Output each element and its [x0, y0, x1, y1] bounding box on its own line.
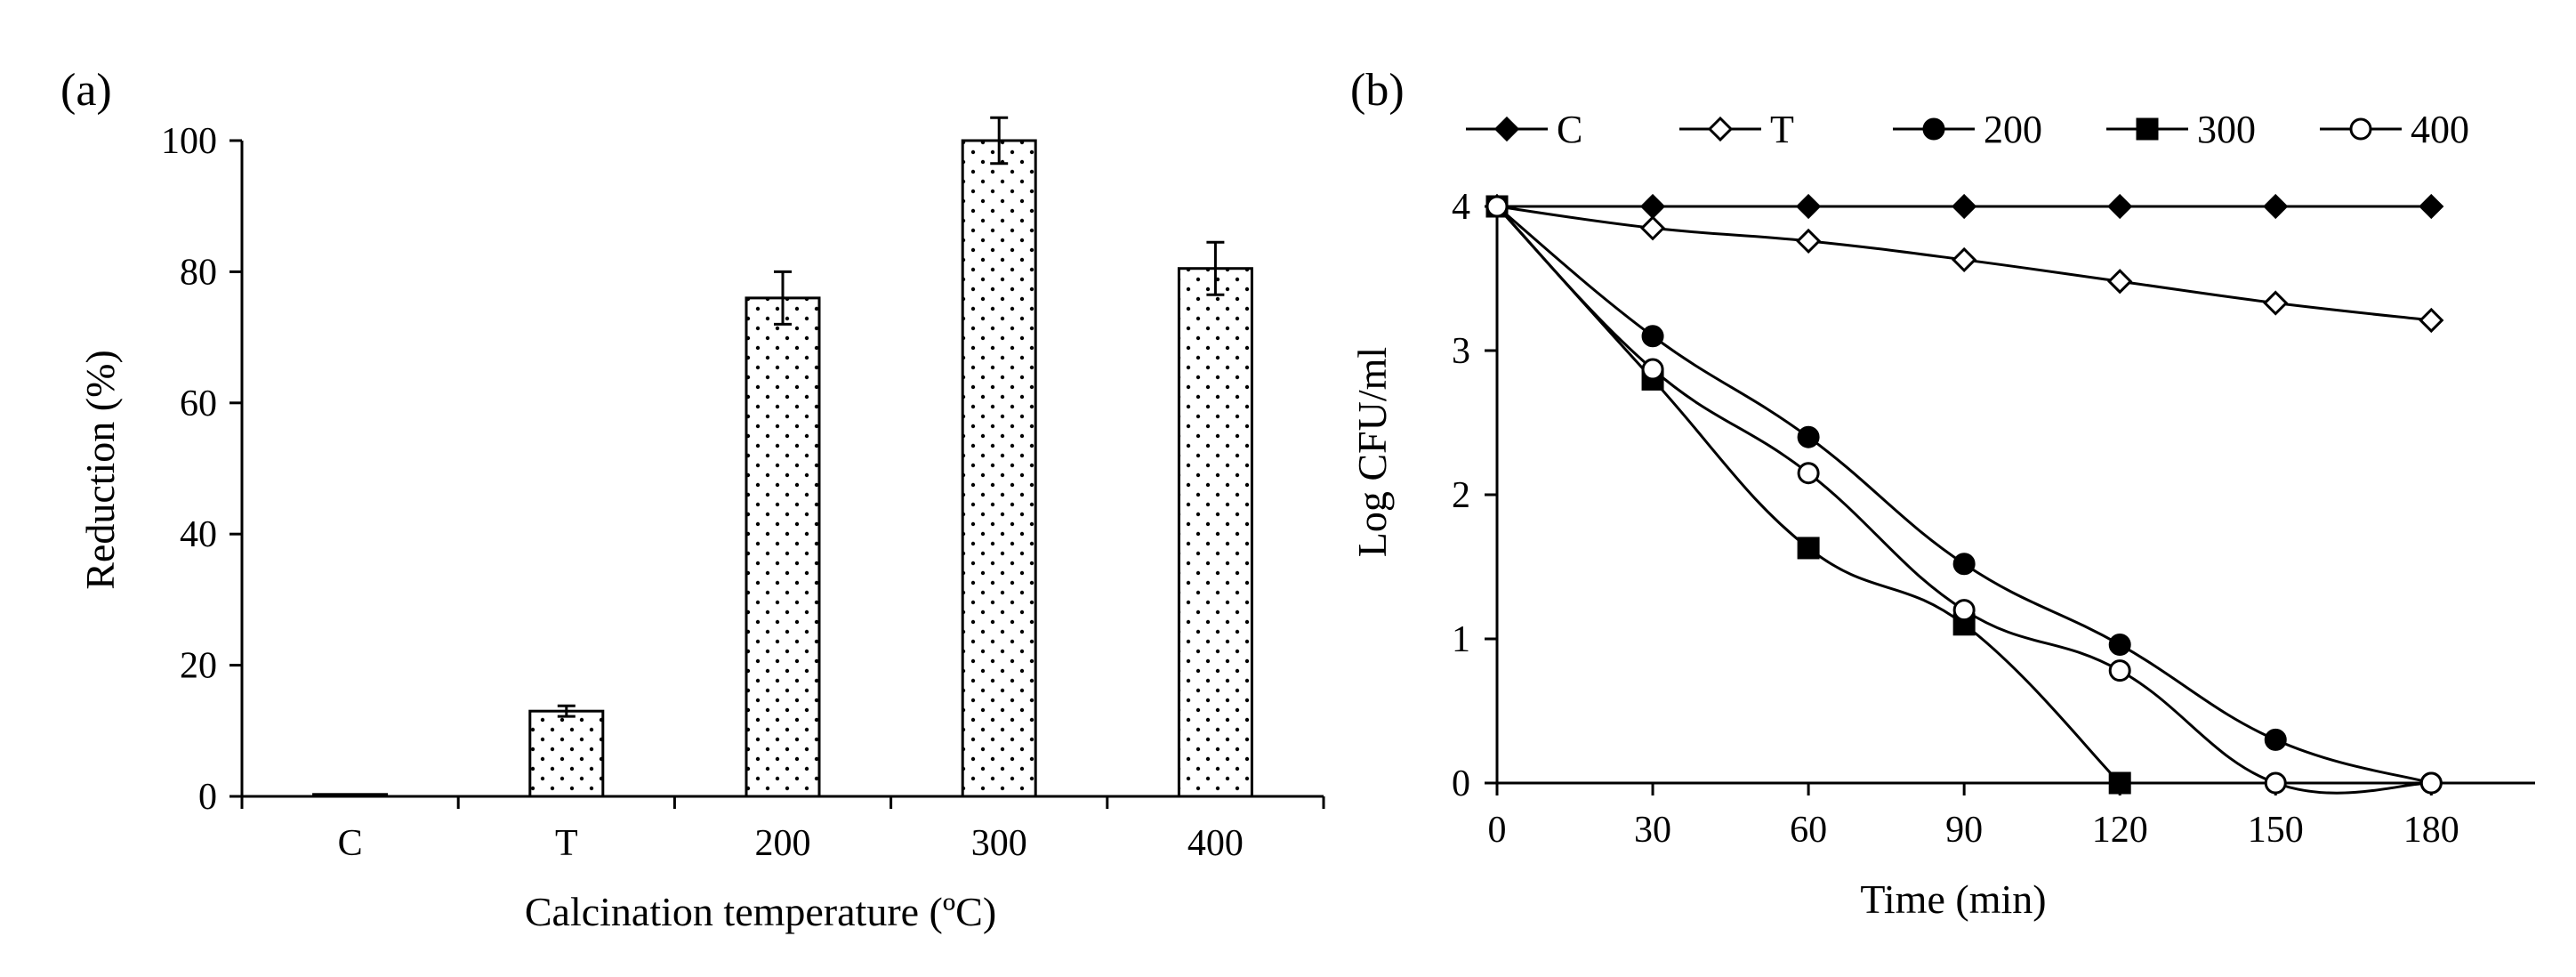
panel-a-y-axis-title: Reduction (%) — [77, 350, 123, 590]
legend-marker-400 — [2349, 117, 2372, 141]
panel-b-marker-200 — [2264, 728, 2287, 751]
panel-b-marker-300 — [2108, 771, 2131, 795]
panel-b-marker-200 — [2108, 633, 2131, 656]
panel-b-series-line-300 — [1495, 205, 2121, 785]
panel-b-marker-C — [1639, 193, 1666, 220]
panel-b-marker-400 — [2264, 771, 2287, 795]
panel-b-marker-400 — [1797, 462, 1820, 485]
panel-b-marker-C — [2263, 193, 2289, 220]
panel-b-marker-T — [2107, 269, 2133, 295]
legend-marker-300 — [2136, 117, 2159, 141]
panel-b-marker-400 — [2419, 771, 2443, 795]
panel-b-y-tick-label: 4 — [1452, 187, 1470, 228]
panel-b-marker-T — [1795, 228, 1822, 254]
panel-a-y-tick-label: 40 — [180, 514, 217, 555]
panel-b-x-tick-label: 180 — [2403, 810, 2459, 851]
panel-a-y-tick-label: 100 — [161, 121, 217, 162]
panel-b-x-tick-label: 0 — [1488, 810, 1507, 851]
panel-b-y-tick-label: 2 — [1452, 475, 1470, 516]
legend-marker-200 — [1922, 117, 1945, 141]
panel-b-series-lines — [1495, 205, 2432, 795]
panel-b-marker-T — [2263, 290, 2289, 316]
legend-label-300: 300 — [2197, 108, 2256, 151]
panel-a-label: (a) — [60, 65, 112, 116]
panel-b-marker-400 — [1485, 195, 1509, 218]
panel-b-x-tick-label: 120 — [2092, 810, 2148, 851]
legend-label-200: 200 — [1984, 108, 2042, 151]
panel-b-x-tick-label: 30 — [1634, 810, 1671, 851]
panel-a-x-tick-label: 400 — [1187, 823, 1244, 864]
panel-a-x-tick-label: C — [338, 823, 363, 864]
panel-a-x-ticks: C T 200 300 400 — [240, 796, 1325, 864]
panel-b-marker-200 — [1641, 325, 1664, 348]
panel-b-y-tick-label: 1 — [1452, 619, 1470, 660]
panel-b-axes — [1495, 203, 2535, 785]
panel-b-marker-300 — [1797, 537, 1820, 560]
panel-a-x-tick-label: T — [555, 823, 578, 864]
panel-b-x-axis-title: Time (min) — [1860, 876, 2046, 922]
panel-b-marker-T — [1952, 246, 1977, 273]
legend-label-C: C — [1557, 108, 1582, 151]
panel-b-marker-400 — [2108, 659, 2131, 682]
panel-b-label: (b) — [1350, 65, 1405, 116]
panel-a-y-ticks: 0 20 40 60 80 100 — [161, 121, 242, 818]
panel-b-x-tick-label: 90 — [1945, 810, 1983, 851]
panel-b-marker-C — [2107, 193, 2133, 220]
legend-marker-C — [1493, 116, 1520, 142]
panel-a-bars — [312, 116, 1253, 798]
panel-b-line-chart: (b) C T 200 300 400 0 1 2 3 4 0 30 60 90 120 150 180 T… — [1349, 65, 2535, 922]
panel-b-marker-C — [2419, 193, 2444, 220]
panel-b-y-tick-label: 3 — [1452, 331, 1470, 372]
panel-b-marker-C — [1952, 193, 1977, 220]
panel-a-y-tick-label: 0 — [198, 777, 217, 818]
panel-b-series-markers — [1484, 193, 2444, 795]
panel-b-legend: C T 200 300 400 — [1466, 108, 2469, 151]
legend-label-T: T — [1770, 108, 1794, 151]
panel-a-bar — [1177, 267, 1253, 798]
panel-a-x-axis-title: Calcination temperature (ºC) — [525, 889, 996, 934]
panel-b-y-axis-title: Log CFU/ml — [1349, 347, 1395, 557]
legend-marker-T — [1707, 116, 1734, 142]
panel-b-x-ticks: 0 30 60 90 120 150 180 — [1488, 783, 2459, 851]
panel-b-marker-T — [2419, 307, 2444, 334]
panel-a-bar — [961, 139, 1037, 798]
panel-b-x-tick-label: 60 — [1790, 810, 1827, 851]
panel-b-series-line-200 — [1496, 205, 2432, 785]
panel-a-bar-chart: (a) 0 20 40 60 80 100 C T 200 300 400 Calcination… — [60, 65, 1325, 934]
panel-b-marker-200 — [1797, 425, 1820, 448]
panel-b-y-tick-label: 0 — [1452, 763, 1470, 804]
panel-a-y-tick-label: 20 — [180, 646, 217, 687]
legend-label-400: 400 — [2411, 108, 2469, 151]
panel-b-x-tick-label: 150 — [2248, 810, 2304, 851]
panel-b-series-line-400 — [1495, 205, 2432, 795]
panel-b-marker-C — [1795, 193, 1822, 220]
panel-a-x-tick-label: 200 — [755, 823, 811, 864]
panel-a-bar — [312, 793, 389, 798]
panel-a-y-tick-label: 60 — [180, 384, 217, 424]
panel-b-y-ticks: 0 1 2 3 4 — [1452, 187, 1497, 804]
panel-b-marker-400 — [1641, 358, 1664, 381]
panel-b-marker-400 — [1952, 599, 1976, 622]
panel-b-marker-200 — [1952, 553, 1976, 576]
panel-a-x-tick-label: 300 — [971, 823, 1027, 864]
panel-a-bar — [528, 709, 605, 798]
panel-b-marker-T — [1639, 215, 1666, 241]
panel-a-y-tick-label: 80 — [180, 252, 217, 293]
panel-a-bar — [745, 296, 821, 798]
